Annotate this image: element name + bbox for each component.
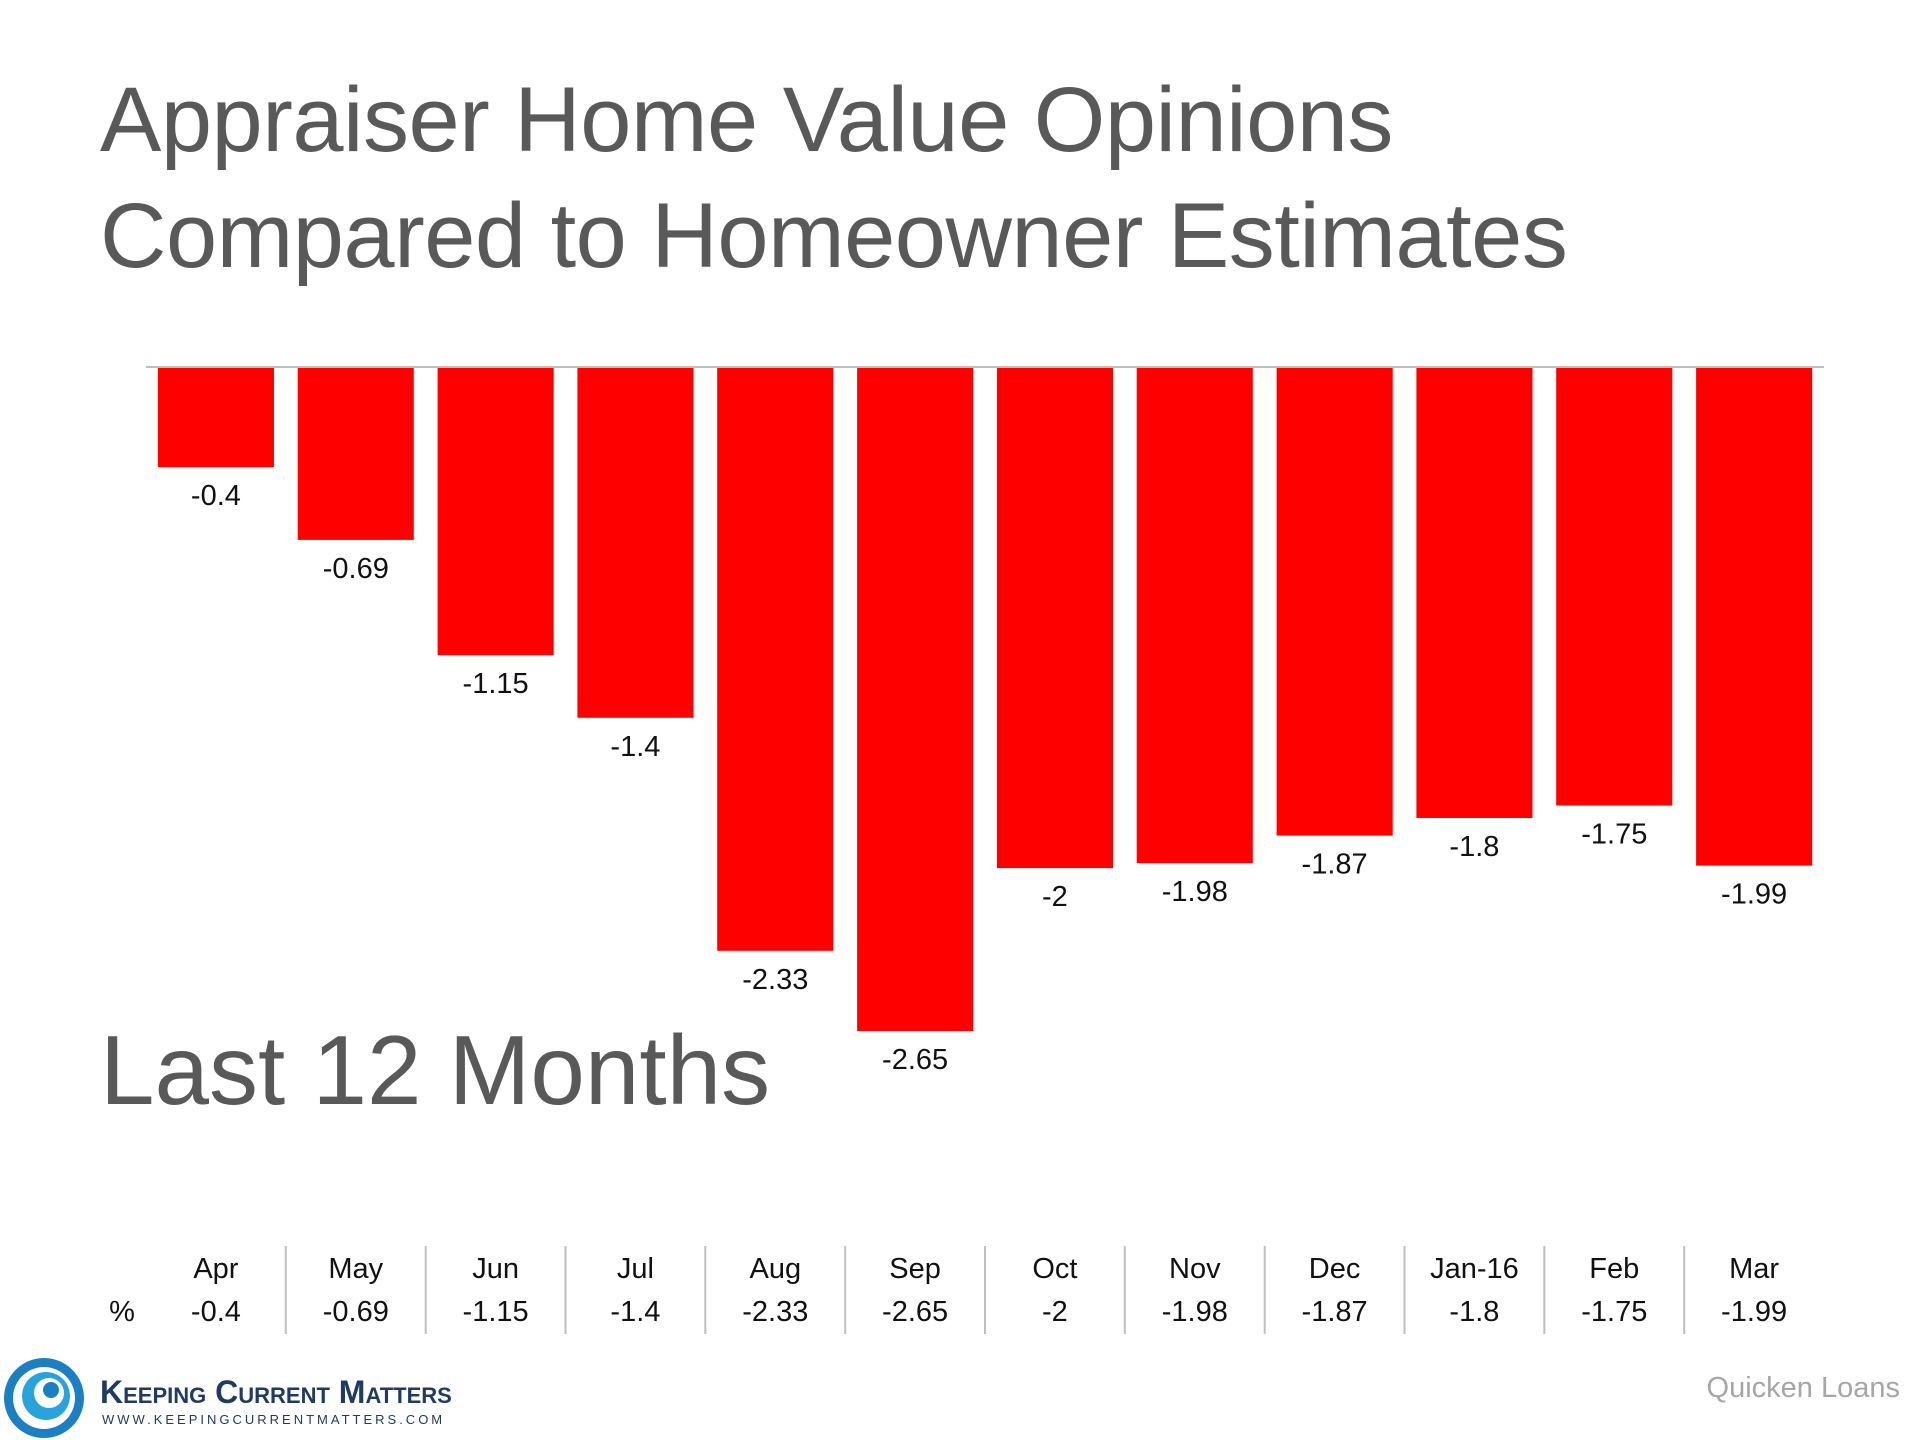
table-value-cell: -2 — [1042, 1296, 1068, 1328]
chart-title: Appraiser Home Value Opinions Compared t… — [100, 62, 1568, 294]
brand-logo: Keeping Current Matters WWW.KEEPINGCURRE… — [0, 1352, 452, 1438]
bar-aug — [717, 367, 834, 951]
bar-sep — [857, 367, 974, 1031]
table-header-cell: Oct — [1032, 1253, 1077, 1285]
bar-mar — [1696, 367, 1813, 866]
logo-url: WWW.KEEPINGCURRENTMATTERS.COM — [102, 1412, 446, 1427]
table-header-cell: Mar — [1729, 1253, 1779, 1285]
bar-dec — [1276, 367, 1393, 836]
bar-may — [297, 367, 414, 540]
bar-value-label: -0.69 — [323, 553, 389, 585]
table-value-cell: -1.98 — [1162, 1296, 1228, 1328]
bar-value-label: -1.98 — [1162, 876, 1228, 908]
table-header-cell: Sep — [889, 1253, 941, 1285]
chart-subtitle: Last 12 Months — [100, 1015, 771, 1125]
table-value-cell: -1.99 — [1721, 1296, 1787, 1328]
table-value-cell: -0.4 — [191, 1296, 241, 1328]
table-header-cell: Nov — [1169, 1253, 1221, 1285]
bar-nov — [1136, 367, 1253, 864]
bar-oct — [996, 367, 1113, 869]
bar-jun — [437, 367, 554, 656]
bar-feb — [1556, 367, 1673, 806]
bar-apr — [157, 367, 274, 468]
bar-value-label: -2 — [1042, 881, 1068, 913]
table-value-cell: -1.75 — [1581, 1296, 1647, 1328]
table-header-cell: Aug — [749, 1253, 801, 1285]
data-table: % Apr -0.4 May -0.69 Jun -1.15 Jul -1.4 Aug -2.33 S… — [109, 1246, 1787, 1334]
table-value-cell: -1.15 — [463, 1296, 529, 1328]
table-header-cell: Jan-16 — [1430, 1253, 1519, 1285]
swirl-logo-icon — [4, 1358, 84, 1438]
bar-value-label: -0.4 — [191, 480, 241, 512]
bar-value-label: -2.65 — [882, 1044, 948, 1076]
bar-jan-16 — [1416, 367, 1533, 818]
table-value-cell: -0.69 — [323, 1296, 389, 1328]
bar-value-label: -1.4 — [610, 731, 660, 763]
table-value-cell: -1.4 — [610, 1296, 660, 1328]
logo-name: Keeping Current Matters — [100, 1374, 452, 1410]
table-value-cell: -2.65 — [882, 1296, 948, 1328]
table-header-cell: Dec — [1309, 1253, 1361, 1285]
table-value-cell: -1.87 — [1302, 1296, 1368, 1328]
table-row-label: % — [109, 1296, 135, 1328]
table-header-cell: Feb — [1589, 1253, 1639, 1285]
bar-value-label: -1.15 — [463, 668, 529, 700]
table-header-cell: Jul — [617, 1253, 654, 1285]
bar-labels-group: -0.4 -0.69 -1.15 -1.4 -2.33 -2.65 -2 -1.98 -1.87… — [191, 480, 1787, 1076]
bar-value-label: -1.87 — [1302, 849, 1368, 881]
chart-title-line-1: Appraiser Home Value Opinions — [100, 69, 1393, 171]
table-value-cell: -2.33 — [742, 1296, 808, 1328]
table-header-cell: Jun — [472, 1253, 519, 1285]
table-header-cell: May — [328, 1253, 383, 1285]
bar-value-label: -1.99 — [1721, 879, 1787, 911]
source-credit: Quicken Loans — [1706, 1372, 1900, 1404]
table-header-cell: Apr — [193, 1253, 238, 1285]
chart-title-line-2: Compared to Homeowner Estimates — [100, 185, 1568, 287]
bar-value-label: -2.33 — [742, 964, 808, 996]
table-value-cell: -1.8 — [1449, 1296, 1499, 1328]
bars-group — [157, 367, 1813, 1031]
bar-value-label: -1.8 — [1449, 831, 1499, 863]
bar-jul — [577, 367, 694, 718]
bar-value-label: -1.75 — [1581, 819, 1647, 851]
